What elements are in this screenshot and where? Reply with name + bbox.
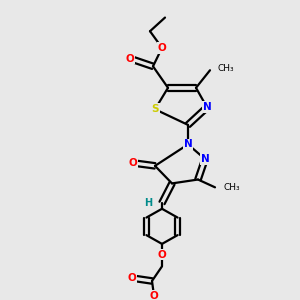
Text: S: S bbox=[151, 104, 159, 114]
Text: N: N bbox=[201, 154, 209, 164]
Text: O: O bbox=[150, 291, 158, 300]
Text: O: O bbox=[128, 273, 136, 283]
Text: O: O bbox=[158, 250, 166, 260]
Text: CH₃: CH₃ bbox=[218, 64, 235, 73]
Text: N: N bbox=[184, 140, 192, 149]
Text: H: H bbox=[144, 198, 152, 208]
Text: N: N bbox=[202, 102, 211, 112]
Text: O: O bbox=[129, 158, 137, 168]
Text: O: O bbox=[158, 43, 166, 53]
Text: O: O bbox=[126, 53, 134, 64]
Text: CH₃: CH₃ bbox=[224, 183, 241, 192]
